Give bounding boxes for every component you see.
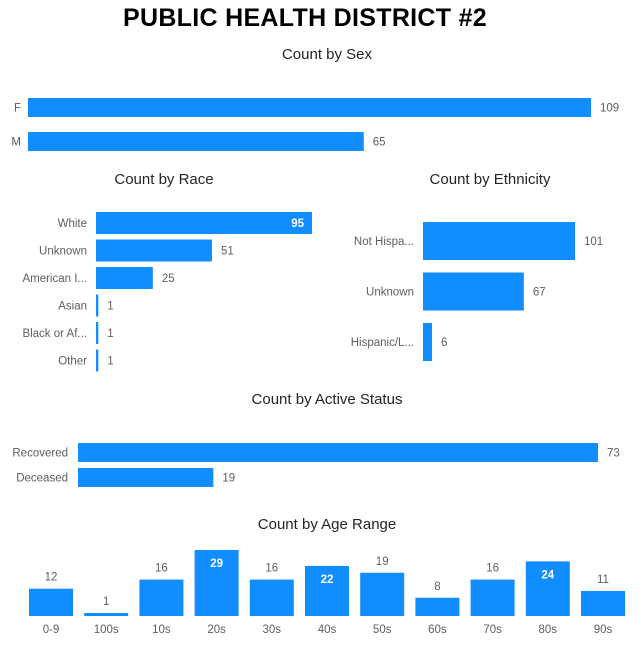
- category-label-age-0: 0-9: [43, 624, 60, 636]
- bar-age-8[interactable]: [470, 579, 515, 616]
- page-title: PUBLIC HEALTH DISTRICT #2: [123, 4, 487, 32]
- bar-active-0[interactable]: [78, 443, 598, 462]
- value-label-ethnicity-2: 6: [441, 337, 447, 349]
- value-label-age-10: 11: [597, 574, 609, 586]
- value-label-race-0: 95: [291, 218, 304, 230]
- bar-age-7[interactable]: [415, 597, 460, 616]
- bar-active-1[interactable]: [78, 468, 214, 487]
- category-label-ethnicity-1: Unknown: [366, 287, 414, 299]
- value-label-race-3: 1: [107, 301, 113, 313]
- category-label-ethnicity-0: Not Hispa...: [354, 236, 414, 248]
- value-label-age-8: 16: [486, 563, 499, 575]
- value-label-ethnicity-1: 67: [533, 287, 546, 299]
- chart-title-active-status: Count by Active Status: [251, 391, 403, 408]
- bar-age-9[interactable]: [525, 561, 570, 616]
- bar-age-2[interactable]: [139, 579, 184, 616]
- category-label-age-1: 100s: [94, 624, 119, 636]
- category-label-race-2: American I...: [22, 273, 87, 285]
- bar-age-5[interactable]: [305, 565, 349, 616]
- category-label-age-5: 40s: [318, 624, 337, 636]
- bar-age-4[interactable]: [249, 579, 294, 616]
- value-label-race-4: 1: [107, 328, 113, 340]
- bar-ethnicity-0[interactable]: [423, 222, 575, 260]
- bar-race-3[interactable]: [96, 294, 99, 317]
- chart-title-age-range: Count by Age Range: [257, 516, 397, 533]
- chart-title-race: Count by Race: [114, 171, 214, 188]
- value-label-sex-1: 65: [373, 137, 386, 149]
- bar-age-6[interactable]: [360, 572, 405, 616]
- category-label-active-0: Recovered: [12, 448, 68, 460]
- bar-ethnicity-1[interactable]: [423, 272, 524, 311]
- category-label-sex-1: M: [11, 137, 21, 149]
- value-label-age-0: 12: [45, 572, 58, 584]
- value-label-age-3: 29: [210, 558, 223, 570]
- bar-race-0[interactable]: [96, 212, 312, 234]
- value-label-race-1: 51: [221, 246, 234, 258]
- category-label-sex-0: F: [14, 103, 21, 115]
- value-label-active-1: 19: [222, 473, 235, 485]
- value-label-age-6: 19: [376, 556, 389, 568]
- value-label-age-2: 16: [155, 563, 168, 575]
- bar-age-1[interactable]: [84, 613, 129, 616]
- value-label-sex-0: 109: [600, 103, 619, 115]
- value-label-race-2: 25: [162, 273, 175, 285]
- category-label-race-5: Other: [58, 356, 87, 368]
- bar-race-5[interactable]: [96, 349, 99, 372]
- category-label-race-4: Black or Af...: [22, 328, 87, 340]
- category-label-race-1: Unknown: [39, 246, 87, 258]
- bar-age-3[interactable]: [194, 550, 239, 616]
- category-label-active-1: Deceased: [16, 473, 68, 485]
- value-label-active-0: 73: [607, 448, 620, 460]
- value-label-ethnicity-0: 101: [584, 236, 603, 248]
- value-label-age-5: 22: [321, 574, 334, 586]
- bar-age-10[interactable]: [581, 590, 625, 616]
- category-label-age-4: 30s: [263, 624, 282, 636]
- bar-race-4[interactable]: [96, 322, 99, 344]
- bar-ethnicity-2[interactable]: [423, 323, 433, 361]
- value-label-age-9: 24: [541, 569, 554, 581]
- bar-sex-1[interactable]: [28, 132, 364, 151]
- category-label-age-7: 60s: [428, 624, 447, 636]
- category-label-age-10: 90s: [594, 624, 613, 636]
- category-label-age-8: 70s: [483, 624, 502, 636]
- bar-sex-0[interactable]: [28, 98, 591, 117]
- chart-title-sex: Count by Sex: [281, 46, 373, 63]
- value-label-race-5: 1: [107, 356, 113, 368]
- category-label-race-0: White: [58, 218, 87, 230]
- bar-age-0[interactable]: [29, 588, 73, 616]
- category-label-age-3: 20s: [207, 624, 226, 636]
- value-label-age-1: 1: [103, 596, 109, 608]
- value-label-age-4: 16: [265, 563, 278, 575]
- chart-title-ethnicity: Count by Ethnicity: [429, 171, 551, 188]
- bar-race-2[interactable]: [96, 267, 153, 289]
- category-label-ethnicity-2: Hispanic/L...: [351, 337, 414, 349]
- category-label-age-9: 80s: [539, 624, 558, 636]
- category-label-age-6: 50s: [373, 624, 392, 636]
- value-label-age-7: 8: [434, 581, 440, 593]
- category-label-age-2: 10s: [152, 624, 171, 636]
- bar-race-1[interactable]: [96, 239, 212, 262]
- category-label-race-3: Asian: [58, 301, 87, 313]
